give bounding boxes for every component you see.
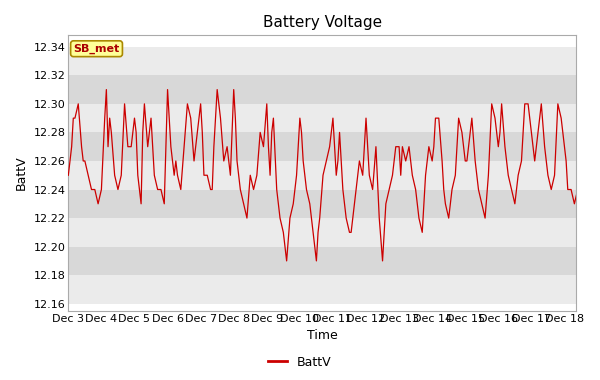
Bar xyxy=(68,132,576,161)
Bar xyxy=(68,75,576,104)
Bar xyxy=(68,247,576,275)
Bar xyxy=(68,218,576,247)
Title: Battery Voltage: Battery Voltage xyxy=(263,15,382,30)
Bar xyxy=(68,47,576,75)
Text: SB_met: SB_met xyxy=(73,44,119,54)
X-axis label: Time: Time xyxy=(307,329,338,342)
Bar xyxy=(68,190,576,218)
Bar xyxy=(68,161,576,190)
Bar xyxy=(68,104,576,132)
Y-axis label: BattV: BattV xyxy=(15,156,28,190)
Legend: BattV: BattV xyxy=(263,351,337,374)
Bar xyxy=(68,275,576,304)
